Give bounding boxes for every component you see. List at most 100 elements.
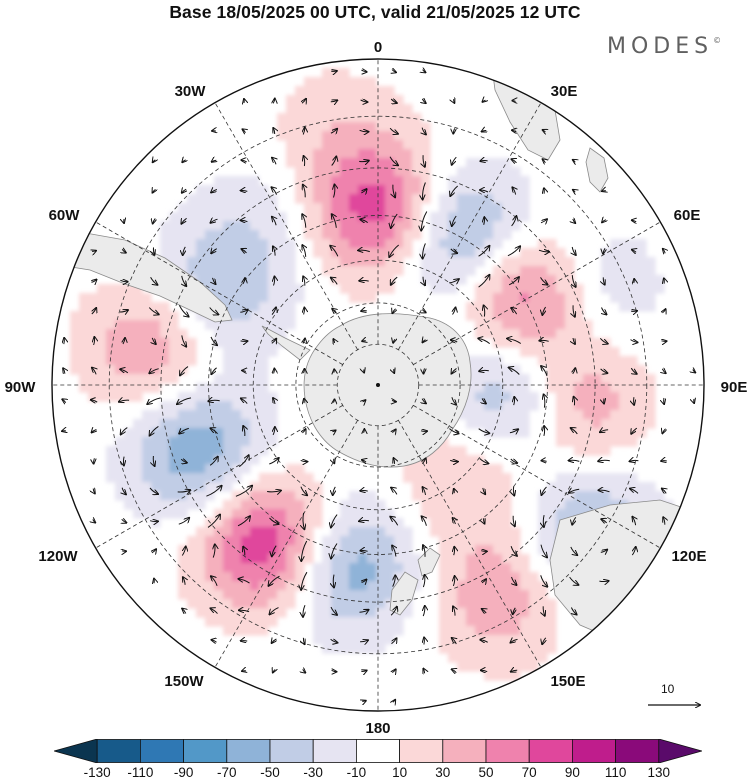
anomaly-cell (493, 338, 503, 348)
wind-vector (511, 670, 518, 671)
anomaly-cell (511, 572, 521, 582)
anomaly-cell (511, 176, 521, 186)
anomaly-cell (475, 320, 485, 330)
anomaly-cell (457, 635, 467, 645)
wind-vector (543, 159, 546, 163)
anomaly-cell (493, 284, 503, 294)
anomaly-cell (637, 275, 647, 285)
anomaly-cell (556, 356, 566, 366)
anomaly-cell (484, 581, 494, 591)
anomaly-cell (457, 653, 467, 663)
anomaly-cell (610, 239, 620, 249)
anomaly-cell (511, 401, 521, 411)
anomaly-cell (151, 428, 161, 438)
anomaly-cell (178, 356, 188, 366)
anomaly-cell (286, 509, 296, 519)
anomaly-cell (619, 239, 629, 249)
anomaly-cell (349, 554, 359, 564)
anomaly-cell (475, 599, 485, 609)
anomaly-cell (259, 212, 269, 222)
anomaly-cell (502, 635, 512, 645)
anomaly-cell (124, 383, 134, 393)
anomaly-cell (214, 464, 224, 474)
anomaly-cell (268, 392, 278, 402)
anomaly-cell (349, 527, 359, 537)
wind-vector (602, 307, 607, 315)
wind-vector (239, 610, 250, 612)
wind-vector (453, 576, 454, 587)
anomaly-cell (538, 239, 548, 249)
anomaly-cell (268, 599, 278, 609)
anomaly-cell (88, 329, 98, 339)
anomaly-cell (547, 356, 557, 366)
anomaly-cell (286, 527, 296, 537)
anomaly-cell (313, 221, 323, 231)
wind-vector (454, 99, 455, 103)
wind-vector (542, 486, 547, 495)
anomaly-cell (241, 212, 251, 222)
anomaly-cell (439, 563, 449, 573)
anomaly-cell (457, 662, 467, 672)
anomaly-cell (574, 302, 584, 312)
anomaly-cell (232, 302, 242, 312)
anomaly-cell (340, 113, 350, 123)
anomaly-cell (187, 491, 197, 501)
anomaly-cell (376, 509, 386, 519)
anomaly-cell (457, 221, 467, 231)
wind-vector (303, 605, 305, 617)
anomaly-cell (394, 140, 404, 150)
wind-vector (452, 368, 457, 373)
wind-vector (303, 276, 305, 286)
anomaly-cell (133, 509, 143, 519)
anomaly-cell (223, 248, 233, 258)
anomaly-cell (160, 509, 170, 519)
anomaly-cell (349, 626, 359, 636)
anomaly-cell (385, 194, 395, 204)
anomaly-cell (502, 185, 512, 195)
anomaly-cell (304, 176, 314, 186)
anomaly-cell (601, 437, 611, 447)
anomaly-cell (295, 509, 305, 519)
anomaly-cell (412, 185, 422, 195)
anomaly-cell (601, 410, 611, 420)
anomaly-cell (214, 320, 224, 330)
anomaly-cell (511, 329, 521, 339)
anomaly-cell (367, 275, 377, 285)
anomaly-cell (574, 482, 584, 492)
colorbar-tick-label: 10 (392, 765, 408, 780)
anomaly-cell (268, 500, 278, 510)
anomaly-cell (520, 347, 530, 357)
anomaly-cell (493, 401, 503, 411)
anomaly-cell (304, 509, 314, 519)
anomaly-cell (358, 158, 368, 168)
anomaly-cell (358, 113, 368, 123)
anomaly-cell (493, 185, 503, 195)
anomaly-cell (178, 419, 188, 429)
anomaly-cell (358, 212, 368, 222)
anomaly-cell (529, 662, 539, 672)
anomaly-cell (385, 581, 395, 591)
anomaly-cell (169, 329, 179, 339)
anomaly-cell (331, 617, 341, 627)
anomaly-cell (376, 230, 386, 240)
wind-vector (449, 279, 459, 283)
anomaly-cell (628, 491, 638, 501)
anomaly-cell (70, 356, 80, 366)
anomaly-cell (475, 554, 485, 564)
anomaly-cell (142, 302, 152, 312)
anomaly-cell (259, 293, 269, 303)
anomaly-cell (340, 158, 350, 168)
anomaly-cell (538, 644, 548, 654)
anomaly-cell (376, 527, 386, 537)
anomaly-cell (592, 491, 602, 501)
antarctic-peninsula (261, 325, 311, 361)
anomaly-cell (385, 545, 395, 555)
anomaly-cell (601, 275, 611, 285)
colorbar-segment (615, 739, 660, 763)
wind-vector (272, 545, 277, 557)
anomaly-cell (628, 374, 638, 384)
anomaly-cell (358, 626, 368, 636)
wind-vector (573, 160, 575, 162)
wind-vector (392, 70, 396, 73)
anomaly-cell (295, 464, 305, 474)
